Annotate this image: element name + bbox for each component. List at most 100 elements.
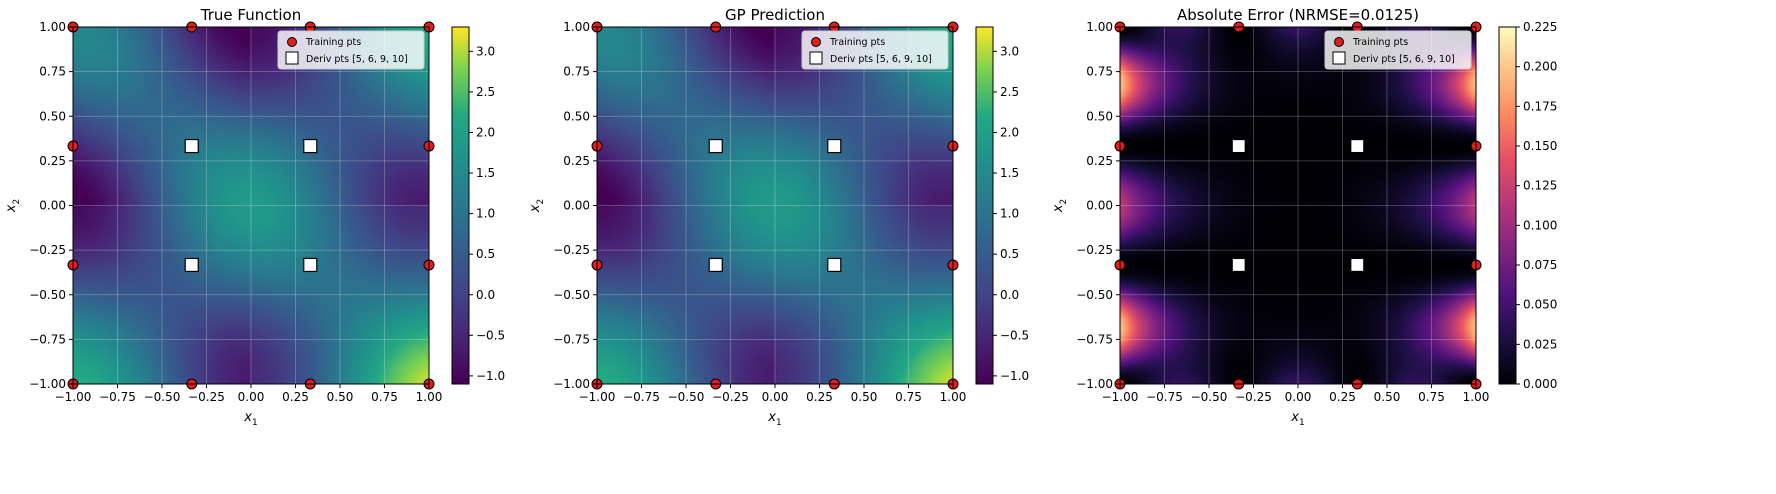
colorbar: −1.0 −0.5 0.0 0.5 1.0 1.5 2.0 2.5 3.0	[975, 26, 1029, 385]
chart-title: True Function	[200, 6, 301, 24]
x-axis-label-main: x	[1290, 410, 1299, 425]
y-tick-label: −0.25	[1076, 243, 1113, 257]
x-tick-label: 0.00	[762, 390, 789, 404]
colorbar-tick-label: −1.0	[1000, 369, 1029, 383]
legend-deriv-label: Deriv pts [5, 6, 9, 10]	[1353, 54, 1455, 65]
x-tick-label: 0.75	[895, 390, 922, 404]
x-tick-label: 0.00	[1285, 390, 1312, 404]
heatmap-image	[73, 27, 429, 384]
legend-training-marker	[287, 37, 297, 47]
y-tick-label: 0.00	[39, 199, 66, 213]
deriv-point	[708, 138, 723, 154]
x-tick-label: 0.25	[806, 390, 833, 404]
x-tick-label: −0.75	[1146, 390, 1183, 404]
y-axis-label: x2	[4, 199, 22, 213]
colorbar-tick-label: 1.0	[476, 207, 495, 221]
y-tick-label: 1.00	[1086, 20, 1113, 34]
colorbar: −1.0 −0.5 0.0 0.5 1.0 1.5 2.0 2.5 3.0	[451, 26, 505, 385]
x-tick-label: 1.00	[1463, 390, 1490, 404]
x-tick-label: −0.25	[188, 390, 225, 404]
chart-title: Absolute Error (NRMSE=0.0125)	[1177, 6, 1419, 24]
x-tick-label: 0.25	[1329, 390, 1356, 404]
x-tick-label: 0.75	[371, 390, 398, 404]
y-tick-label: 0.25	[563, 154, 590, 168]
deriv-point	[303, 138, 318, 154]
legend-training-label: Training pts	[305, 37, 361, 48]
heatmap-image	[597, 27, 953, 384]
colorbar-bar	[975, 26, 994, 385]
x-axis-label: x1	[1290, 410, 1304, 428]
legend-deriv-label: Deriv pts [5, 6, 9, 10]	[306, 54, 408, 65]
legend-deriv-marker	[809, 51, 823, 65]
legend-box	[1324, 30, 1472, 70]
legend-training-marker	[811, 37, 821, 47]
y-tick-label: −1.00	[1076, 377, 1113, 391]
colorbar-tick-label: 0.025	[1523, 337, 1557, 351]
y-tick-label: −0.25	[553, 243, 590, 257]
x-tick-label: −0.50	[1191, 390, 1228, 404]
panel-1: −1.00−1.00 −0.75 −0.75 −0.50 −0.50 −0.25 −0.25…	[4, 6, 505, 428]
deriv-point	[827, 257, 842, 273]
x-axis-label-main: x	[767, 410, 776, 425]
colorbar-tick-label: 1.5	[1000, 166, 1019, 180]
y-tick-label: 0.50	[39, 109, 66, 123]
colorbar-tick-label: 0.0	[1000, 288, 1019, 302]
x-axis-label-sub: 1	[776, 418, 782, 428]
colorbar-tick-label: 0.125	[1523, 179, 1557, 193]
x-tick-label: −0.25	[1235, 390, 1272, 404]
colorbar-tick-label: 1.5	[476, 166, 495, 180]
colorbar-tick-label: −0.5	[1000, 328, 1029, 342]
y-axis-label-main: x	[1051, 204, 1066, 213]
panel-3: −1.00−1.00 −0.75 −0.75 −0.50 −0.50 −0.25 −0.25…	[1051, 6, 1557, 428]
y-tick-label: −0.75	[29, 332, 66, 346]
y-axis-label-sub: 2	[1059, 199, 1069, 205]
legend-deriv-marker	[1332, 51, 1346, 65]
colorbar-tick-label: 2.5	[476, 85, 495, 99]
y-tick-label: 0.00	[563, 199, 590, 213]
x-tick-label: −0.75	[99, 390, 136, 404]
x-tick-label: 0.75	[1418, 390, 1445, 404]
y-tick-label: −0.50	[1076, 288, 1113, 302]
colorbar-tick-label: 0.050	[1523, 298, 1557, 312]
legend-training-marker	[1334, 37, 1344, 47]
y-axis-label-sub: 2	[12, 199, 22, 205]
y-tick-label: 0.25	[39, 154, 66, 168]
x-tick-label: −1.00	[579, 390, 616, 404]
legend-training-label: Training pts	[829, 37, 885, 48]
deriv-point	[1231, 138, 1246, 154]
x-axis-label-sub: 1	[252, 418, 258, 428]
x-axis-label-main: x	[243, 410, 252, 425]
heatmap-image	[1120, 27, 1476, 384]
legend-deriv-label: Deriv pts [5, 6, 9, 10]	[830, 54, 932, 65]
colorbar-tick-label: 0.100	[1523, 218, 1557, 232]
colorbar-tick-label: 0.150	[1523, 139, 1557, 153]
y-tick-label: 0.00	[1086, 199, 1113, 213]
colorbar-tick-label: 0.5	[476, 247, 495, 261]
colorbar-tick-label: 1.0	[1000, 207, 1019, 221]
y-axis-label: x2	[1051, 199, 1069, 213]
y-tick-label: 0.75	[39, 65, 66, 79]
colorbar-tick-label: 0.200	[1523, 60, 1557, 74]
x-axis-label: x1	[767, 410, 781, 428]
y-tick-label: 0.75	[1086, 65, 1113, 79]
y-tick-label: 1.00	[39, 20, 66, 34]
x-tick-label: 1.00	[416, 390, 443, 404]
y-axis-label: x2	[528, 199, 546, 213]
y-tick-label: −1.00	[29, 377, 66, 391]
colorbar: 0.000 0.025 0.050 0.075 0.100 0.125 0.150 0.175…	[1498, 20, 1557, 391]
y-tick-label: 0.75	[563, 65, 590, 79]
legend-training-label: Training pts	[1352, 37, 1408, 48]
y-tick-label: 1.00	[563, 20, 590, 34]
deriv-point	[303, 257, 318, 273]
x-tick-label: −1.00	[55, 390, 92, 404]
deriv-point	[1231, 257, 1246, 273]
panel-2: −1.00−1.00 −0.75 −0.75 −0.50 −0.50 −0.25 −0.25…	[528, 6, 1029, 428]
y-tick-label: −0.75	[553, 332, 590, 346]
deriv-point	[184, 257, 199, 273]
x-tick-label: −1.00	[1102, 390, 1139, 404]
x-tick-label: 1.00	[940, 390, 967, 404]
chart-title: GP Prediction	[725, 6, 825, 24]
y-tick-label: 0.50	[1086, 109, 1113, 123]
colorbar-bar	[1498, 26, 1517, 385]
